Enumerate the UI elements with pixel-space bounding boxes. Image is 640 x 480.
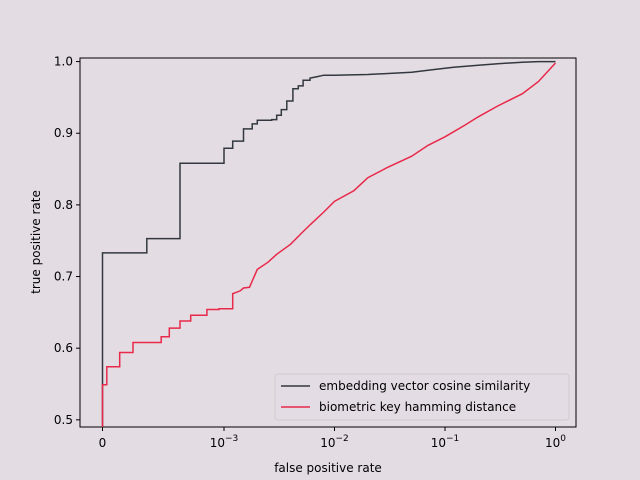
x-tick-label: 100 (545, 434, 566, 450)
series-line-1 (101, 62, 557, 427)
y-tick-label: 0.6 (54, 341, 73, 355)
legend-box (274, 373, 570, 421)
x-tick-label: 0 (99, 436, 107, 450)
y-tick-label: 1.0 (54, 55, 73, 69)
legend: embedding vector cosine similarity biome… (274, 373, 570, 421)
legend-label-embedding: embedding vector cosine similarity (319, 379, 530, 393)
series-line-0 (101, 60, 556, 427)
series-layer (101, 60, 557, 427)
y-axis-label: true positive rate (29, 190, 43, 294)
x-tick-label: 10−3 (210, 434, 239, 450)
y-tick-label: 0.9 (54, 126, 73, 140)
y-axis: 0.5 0.6 0.7 0.8 0.9 1.0 (54, 55, 80, 427)
plot-area (79, 57, 577, 428)
y-tick-label: 0.8 (54, 198, 73, 212)
x-tick-label: 10−1 (431, 434, 460, 450)
legend-label-biometric: biometric key hamming distance (319, 400, 516, 414)
x-axis: 0 10−3 10−2 10−1 100 (99, 427, 566, 450)
y-tick-label: 0.5 (54, 413, 73, 427)
y-tick-label: 0.7 (54, 270, 73, 284)
x-axis-label: false positive rate (274, 461, 382, 475)
x-tick-label: 10−2 (320, 434, 349, 450)
